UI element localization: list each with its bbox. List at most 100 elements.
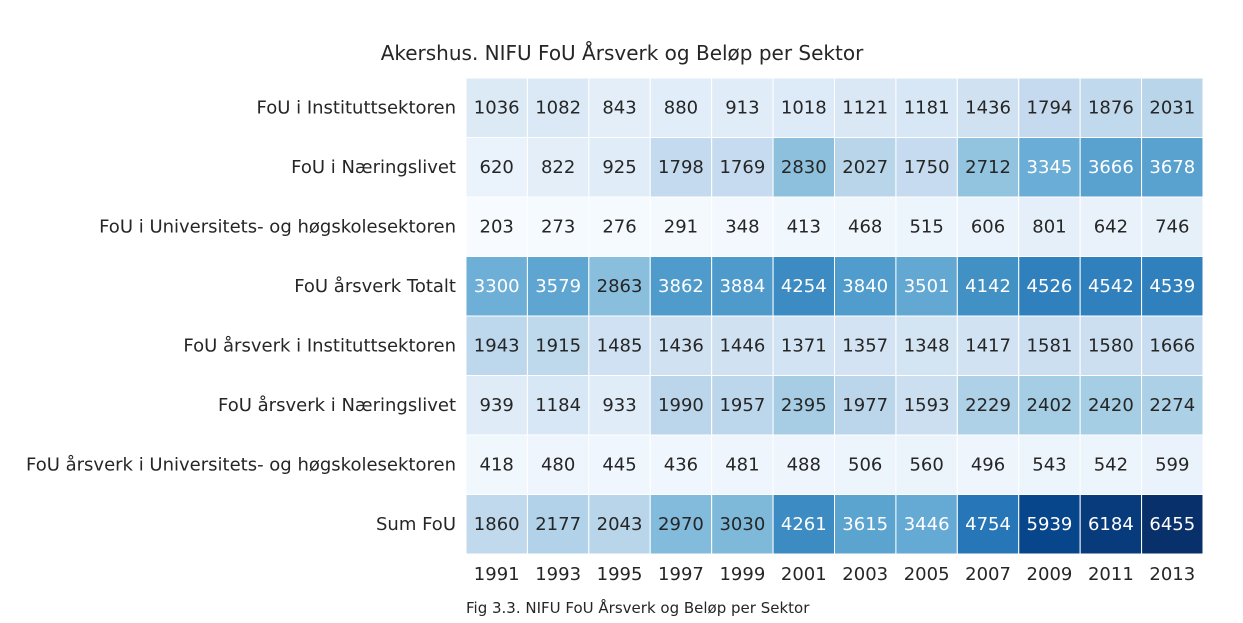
cell-value-label: 1769 [719, 157, 765, 178]
cell-value-label: 4539 [1149, 276, 1195, 297]
cell-value-label: 1915 [535, 335, 581, 356]
cell-value-label: 822 [541, 157, 575, 178]
heatmap-cell [526, 315, 590, 376]
cell-value-label: 2027 [842, 157, 888, 178]
heatmap-cell [526, 434, 590, 495]
column-tick-label: 2009 [1027, 564, 1073, 585]
heatmap-cell [1141, 494, 1204, 555]
heatmap-cell [834, 375, 897, 436]
cell-value-label: 542 [1094, 454, 1128, 475]
cell-value-label: 2420 [1088, 395, 1134, 416]
heatmap-cell [1141, 196, 1204, 257]
cell-value-label: 3615 [842, 514, 888, 535]
cell-value-label: 3678 [1149, 157, 1195, 178]
cell-value-label: 606 [971, 216, 1005, 237]
cell-value-label: 2402 [1027, 395, 1073, 416]
heatmap-cell [1018, 256, 1081, 317]
cell-value-label: 1580 [1088, 335, 1134, 356]
cell-value-label: 2970 [658, 514, 704, 535]
heatmap-cell [465, 196, 528, 257]
column-tick-label: 1991 [474, 564, 520, 585]
cell-value-label: 3666 [1088, 157, 1134, 178]
chart-title: Akershus. NIFU FoU Årsverk og Beløp per … [381, 41, 864, 65]
heatmap-cell [1018, 434, 1081, 495]
heatmap-cell [1018, 494, 1081, 555]
cell-value-label: 496 [971, 454, 1005, 475]
heatmap-cell [834, 137, 897, 198]
heatmap-cell [956, 256, 1020, 317]
column-tick-label: 2005 [904, 564, 950, 585]
cell-value-label: 1876 [1088, 97, 1134, 118]
cell-value-label: 843 [602, 97, 636, 118]
row-tick-label: Sum FoU [376, 514, 456, 535]
cell-value-label: 1485 [597, 335, 643, 356]
cell-value-label: 1446 [719, 335, 765, 356]
column-tick-label: 2011 [1088, 564, 1134, 585]
heatmap-cell [649, 137, 713, 198]
row-labels: FoU i Instituttsektoren FoU i Næringslive… [26, 97, 456, 535]
cell-value-label: 933 [602, 395, 636, 416]
cell-value-label: 4261 [781, 514, 827, 535]
cell-value-label: 291 [664, 216, 698, 237]
heatmap-cell [956, 137, 1020, 198]
row-tick-label: FoU i Instituttsektoren [256, 97, 456, 118]
cell-value-label: 2274 [1149, 395, 1195, 416]
cell-value-label: 543 [1032, 454, 1066, 475]
cell-value-label: 3884 [719, 276, 765, 297]
heatmap-cell [834, 494, 897, 555]
cell-value-label: 348 [725, 216, 759, 237]
cell-value-label: 4254 [781, 276, 827, 297]
cell-value-label: 1436 [658, 335, 704, 356]
heatmap-cells: 1036 1082 843 880 913 1018 1121 1181 1436 1794 187… [465, 77, 1204, 555]
heatmap-cell [711, 434, 774, 495]
heatmap-cell [1018, 77, 1081, 138]
heatmap-cell [588, 434, 651, 495]
heatmap-cell [1079, 137, 1143, 198]
cell-value-label: 3579 [535, 276, 581, 297]
cell-value-label: 642 [1094, 216, 1128, 237]
heatmap-cell [895, 137, 958, 198]
cell-value-label: 1860 [474, 514, 520, 535]
column-tick-label: 1993 [535, 564, 581, 585]
cell-value-label: 3030 [719, 514, 765, 535]
heatmap-cell [588, 77, 651, 138]
row-tick-label: FoU årsverk i Næringslivet [218, 395, 456, 416]
column-labels: 1991 1993 1995 1997 1999 2001 2003 2005 2007 2009… [474, 564, 1195, 585]
heatmap-cell [895, 77, 958, 138]
heatmap-cell [649, 375, 713, 436]
cell-value-label: 2043 [597, 514, 643, 535]
cell-value-label: 1666 [1149, 335, 1195, 356]
cell-value-label: 3345 [1027, 157, 1073, 178]
column-tick-label: 2001 [781, 564, 827, 585]
heatmap-cell [465, 315, 528, 376]
cell-value-label: 3840 [842, 276, 888, 297]
heatmap-cell [772, 256, 835, 317]
cell-value-label: 3862 [658, 276, 704, 297]
cell-value-label: 4754 [965, 514, 1011, 535]
row-tick-label: FoU årsverk Totalt [294, 276, 456, 297]
column-tick-label: 1995 [597, 564, 643, 585]
cell-value-label: 2177 [535, 514, 581, 535]
heatmap-cell [465, 434, 528, 495]
cell-value-label: 925 [602, 157, 636, 178]
cell-value-label: 1121 [842, 97, 888, 118]
heatmap-cell [711, 494, 774, 555]
cell-value-label: 1798 [658, 157, 704, 178]
cell-value-label: 599 [1155, 454, 1189, 475]
cell-value-label: 913 [725, 97, 759, 118]
cell-value-label: 418 [480, 454, 514, 475]
heatmap-cell [526, 137, 590, 198]
cell-value-label: 880 [664, 97, 698, 118]
heatmap-cell [588, 315, 651, 376]
cell-value-label: 6184 [1088, 514, 1134, 535]
cell-value-label: 3300 [474, 276, 520, 297]
heatmap-cell [526, 77, 590, 138]
heatmap-cell [1141, 375, 1204, 436]
cell-value-label: 1436 [965, 97, 1011, 118]
cell-value-label: 1957 [719, 395, 765, 416]
heatmap-cell [1141, 434, 1204, 495]
cell-value-label: 1581 [1027, 335, 1073, 356]
cell-value-label: 1181 [904, 97, 950, 118]
heatmap-cell [465, 256, 528, 317]
